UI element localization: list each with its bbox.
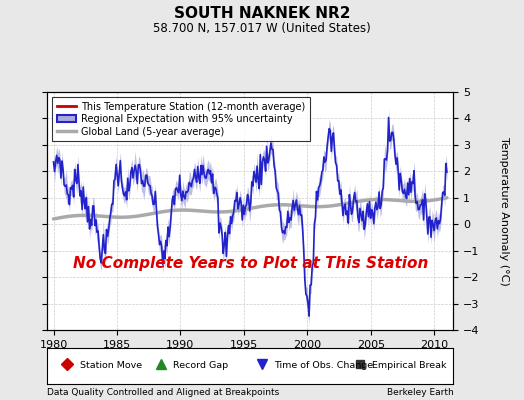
Text: Station Move: Station Move — [80, 362, 142, 370]
Legend: This Temperature Station (12-month average), Regional Expectation with 95% uncer: This Temperature Station (12-month avera… — [52, 97, 310, 142]
Text: 58.700 N, 157.017 W (United States): 58.700 N, 157.017 W (United States) — [153, 22, 371, 35]
Text: Data Quality Controlled and Aligned at Breakpoints: Data Quality Controlled and Aligned at B… — [47, 388, 279, 397]
Text: Time of Obs. Change: Time of Obs. Change — [275, 362, 374, 370]
Text: SOUTH NAKNEK NR2: SOUTH NAKNEK NR2 — [174, 6, 350, 21]
Text: Empirical Break: Empirical Break — [372, 362, 446, 370]
Text: Record Gap: Record Gap — [173, 362, 228, 370]
Text: No Complete Years to Plot at This Station: No Complete Years to Plot at This Statio… — [72, 256, 428, 271]
Y-axis label: Temperature Anomaly (°C): Temperature Anomaly (°C) — [499, 137, 509, 285]
Text: Berkeley Earth: Berkeley Earth — [387, 388, 453, 397]
